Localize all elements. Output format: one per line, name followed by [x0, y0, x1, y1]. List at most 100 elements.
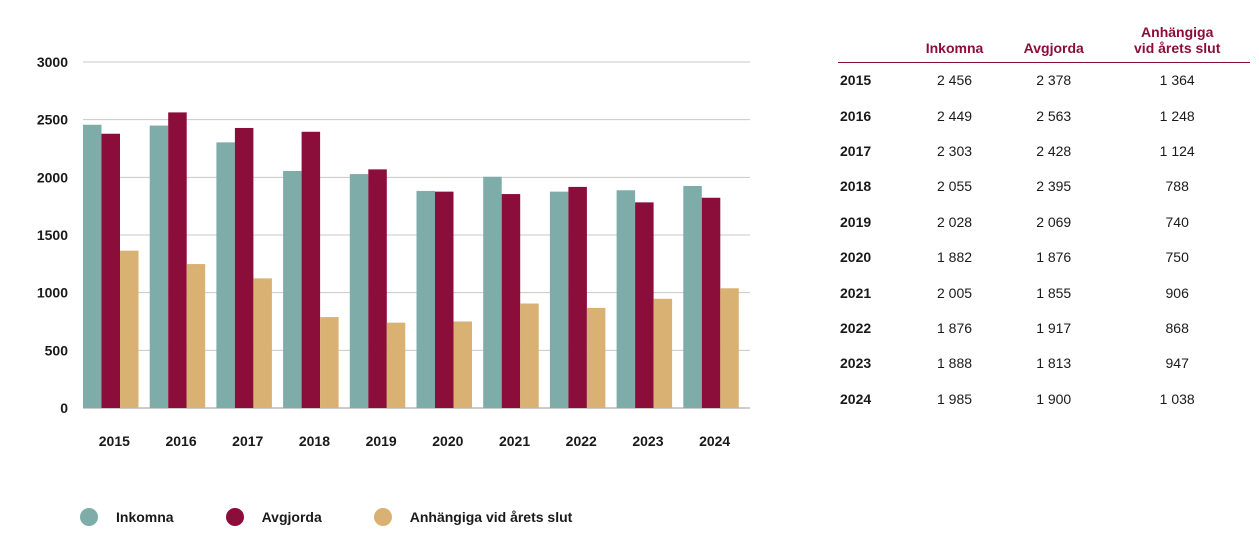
- legend-label-avgjorda: Avgjorda: [261, 509, 322, 525]
- table-row: 2017 2 303 2 428 1 124: [838, 133, 1250, 168]
- x-tick-label: 2017: [232, 433, 263, 449]
- table-cell-anhangiga: 868: [1165, 319, 1189, 336]
- table-cell-inkomna: 2 028: [936, 213, 973, 230]
- table-cell-year: 2015: [840, 72, 872, 89]
- table-cell-avgjorda: 2 428: [1036, 142, 1072, 159]
- table-header-anhangiga: Anhängiga vid årets slut: [1104, 6, 1250, 63]
- table-cell-avgjorda: 1 855: [1036, 284, 1072, 301]
- legend-swatch-avgjorda: [225, 508, 244, 526]
- table-cell-year: 2018: [840, 178, 872, 195]
- table-cell-avgjorda: 1 876: [1036, 249, 1072, 266]
- x-tick-label: 2023: [632, 433, 663, 449]
- chart-legend: Inkomna Avgjorda Anhängiga vid årets slu…: [80, 508, 624, 526]
- table-cell-year: 2023: [840, 355, 872, 372]
- table-cell-inkomna: 1 876: [936, 319, 973, 336]
- table-cell-anhangiga: 788: [1165, 178, 1189, 195]
- bar-anhangiga: [720, 288, 739, 408]
- y-tick-label: 1000: [37, 285, 68, 301]
- table-header-year: [838, 6, 906, 63]
- bar-anhangiga: [386, 322, 406, 408]
- table-cell-year: 2021: [840, 284, 872, 301]
- table-row: 2020 1 882 1 876 750: [838, 239, 1250, 274]
- bar-inkomna: [416, 190, 435, 408]
- x-axis: 2015 2016 2017 2018 2019 2020 2021 2022 2023 2024: [99, 433, 731, 449]
- table-cell-avgjorda: 2 378: [1036, 72, 1072, 89]
- bar-anhangiga: [186, 264, 206, 408]
- table-row: 2019 2 028 2 069 740: [838, 204, 1250, 239]
- table-cell-inkomna: 2 456: [936, 72, 973, 89]
- legend-item-avgjorda: Avgjorda: [225, 508, 322, 526]
- legend-item-anhangiga: Anhängiga vid årets slut: [373, 508, 572, 526]
- bar-anhangiga: [453, 321, 472, 408]
- data-table: Inkomna Avgjorda Anhängiga vid årets slu…: [838, 6, 1250, 416]
- table-cell-year: 2022: [840, 319, 872, 336]
- bar-anhangiga: [320, 317, 339, 408]
- table-row: 2015 2 456 2 378 1 364: [838, 62, 1250, 98]
- table-cell-inkomna: 2 449: [936, 107, 973, 124]
- bar-inkomna: [549, 191, 569, 408]
- bar-anhangiga: [253, 278, 272, 408]
- table-header-anhangiga-line1: Anhängiga: [1141, 23, 1214, 40]
- bar-inkomna: [483, 176, 502, 408]
- table-row: 2022 1 876 1 917 868: [838, 310, 1250, 345]
- bar-avgjorda: [635, 202, 654, 408]
- legend-swatch-anhangiga: [373, 508, 392, 526]
- table-cell-year: 2024: [840, 390, 872, 407]
- table-row: 2021 2 005 1 855 906: [838, 275, 1250, 310]
- table-cell-year: 2020: [840, 249, 872, 266]
- table-cell-avgjorda: 2 069: [1036, 213, 1072, 230]
- bar-avgjorda: [301, 131, 321, 408]
- x-tick-label: 2016: [165, 433, 196, 449]
- y-axis: 0 500 1000 1500 2000 2500 3000: [37, 54, 68, 416]
- table-cell-year: 2017: [840, 142, 872, 159]
- table-header-inkomna: Inkomna: [906, 6, 1004, 63]
- y-tick-label: 1500: [37, 227, 68, 243]
- bar-avgjorda: [101, 133, 120, 408]
- table-cell-avgjorda: 2 563: [1036, 107, 1072, 124]
- table-cell-year: 2019: [840, 213, 872, 230]
- table-cell-avgjorda: 2 395: [1036, 178, 1072, 195]
- table-cell-year: 2016: [840, 107, 872, 124]
- legend-label-inkomna: Inkomna: [116, 509, 174, 525]
- table-cell-anhangiga: 1 364: [1159, 72, 1195, 89]
- table-cell-inkomna: 2 005: [936, 284, 973, 301]
- table-row: 2016 2 449 2 563 1 248: [838, 98, 1250, 133]
- table-row: 2018 2 055 2 395 788: [838, 169, 1250, 204]
- table-cell-anhangiga: 750: [1165, 249, 1189, 266]
- chart-bars: [83, 112, 739, 408]
- table-cell-avgjorda: 1 917: [1036, 319, 1072, 336]
- bar-avgjorda: [435, 191, 454, 408]
- bar-inkomna: [616, 190, 636, 408]
- x-tick-label: 2024: [699, 433, 730, 449]
- y-tick-label: 2500: [37, 112, 68, 128]
- x-tick-label: 2021: [499, 433, 530, 449]
- y-tick-label: 2000: [37, 169, 68, 185]
- table-cell-inkomna: 1 985: [936, 390, 973, 407]
- y-tick-label: 0: [60, 400, 68, 416]
- bar-inkomna: [283, 170, 302, 408]
- legend-item-inkomna: Inkomna: [80, 508, 174, 526]
- bar-avgjorda: [368, 169, 387, 408]
- table-body: 2015 2 456 2 378 1 364 2016 2 449 2 563 1 248 20…: [838, 62, 1250, 416]
- x-tick-label: 2019: [366, 433, 397, 449]
- table-row: 2023 1 888 1 813 947: [838, 346, 1250, 381]
- table-cell-avgjorda: 1 813: [1036, 355, 1072, 372]
- bar-avgjorda: [234, 127, 254, 408]
- bar-inkomna: [349, 174, 369, 408]
- table-cell-anhangiga: 906: [1165, 284, 1189, 301]
- bar-anhangiga: [520, 303, 539, 408]
- x-tick-label: 2018: [299, 433, 330, 449]
- x-tick-label: 2020: [432, 433, 463, 449]
- table-cell-inkomna: 1 888: [936, 355, 973, 372]
- table-cell-anhangiga: 1 124: [1159, 142, 1195, 159]
- bar-avgjorda: [168, 112, 187, 408]
- table-cell-inkomna: 2 055: [936, 178, 973, 195]
- table-header-row: Inkomna Avgjorda Anhängiga vid årets slu…: [838, 6, 1250, 63]
- bar-anhangiga: [586, 307, 606, 408]
- bar-avgjorda: [568, 186, 587, 408]
- legend-swatch-inkomna: [80, 508, 98, 526]
- table-row: 2024 1 985 1 900 1 038: [838, 381, 1250, 416]
- bar-inkomna: [216, 142, 235, 408]
- x-tick-label: 2015: [99, 433, 130, 449]
